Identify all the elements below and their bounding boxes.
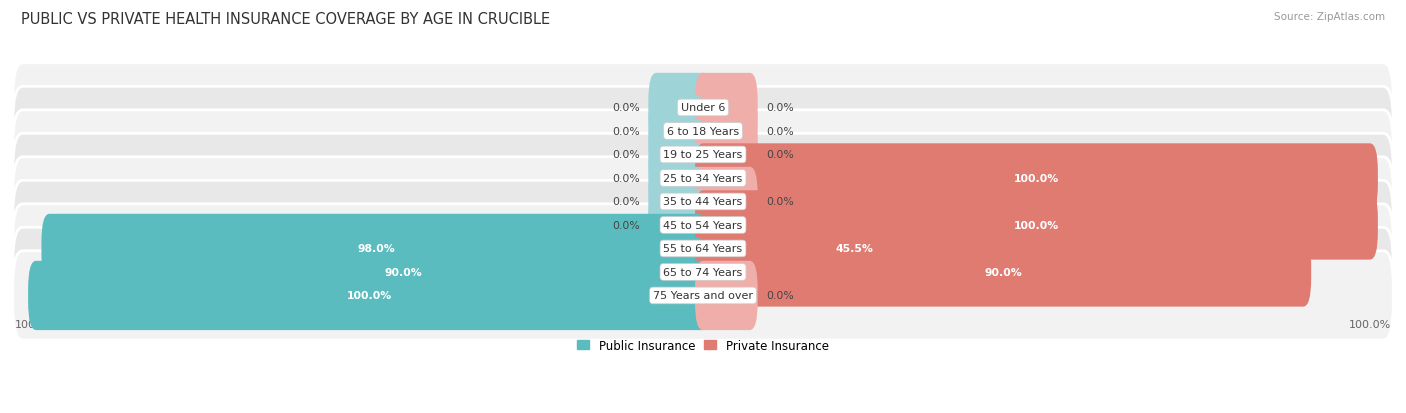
- Text: 0.0%: 0.0%: [612, 150, 640, 160]
- Text: 65 to 74 Years: 65 to 74 Years: [664, 267, 742, 277]
- Text: 0.0%: 0.0%: [766, 291, 794, 301]
- Text: 0.0%: 0.0%: [766, 197, 794, 207]
- Text: 0.0%: 0.0%: [612, 197, 640, 207]
- FancyBboxPatch shape: [13, 204, 1393, 293]
- FancyBboxPatch shape: [13, 134, 1393, 223]
- FancyBboxPatch shape: [13, 181, 1393, 270]
- FancyBboxPatch shape: [648, 121, 711, 190]
- Text: PUBLIC VS PRIVATE HEALTH INSURANCE COVERAGE BY AGE IN CRUCIBLE: PUBLIC VS PRIVATE HEALTH INSURANCE COVER…: [21, 12, 550, 27]
- Text: 100.0%: 100.0%: [1014, 173, 1059, 183]
- Text: 35 to 44 Years: 35 to 44 Years: [664, 197, 742, 207]
- FancyBboxPatch shape: [695, 238, 1312, 307]
- FancyBboxPatch shape: [648, 97, 711, 166]
- FancyBboxPatch shape: [13, 87, 1393, 176]
- Text: 100.0%: 100.0%: [347, 291, 392, 301]
- Text: 19 to 25 Years: 19 to 25 Years: [664, 150, 742, 160]
- Text: 0.0%: 0.0%: [612, 127, 640, 137]
- FancyBboxPatch shape: [648, 144, 711, 213]
- Text: 90.0%: 90.0%: [984, 267, 1022, 277]
- Text: 90.0%: 90.0%: [384, 267, 422, 277]
- FancyBboxPatch shape: [13, 251, 1393, 340]
- Text: Source: ZipAtlas.com: Source: ZipAtlas.com: [1274, 12, 1385, 22]
- Text: 98.0%: 98.0%: [357, 244, 395, 254]
- Text: 0.0%: 0.0%: [766, 150, 794, 160]
- Text: 100.0%: 100.0%: [1014, 221, 1059, 230]
- Text: 25 to 34 Years: 25 to 34 Years: [664, 173, 742, 183]
- FancyBboxPatch shape: [695, 191, 1378, 260]
- FancyBboxPatch shape: [28, 261, 711, 330]
- FancyBboxPatch shape: [648, 191, 711, 260]
- FancyBboxPatch shape: [695, 261, 758, 330]
- FancyBboxPatch shape: [695, 144, 1378, 213]
- Text: 55 to 64 Years: 55 to 64 Years: [664, 244, 742, 254]
- FancyBboxPatch shape: [695, 97, 758, 166]
- Text: 6 to 18 Years: 6 to 18 Years: [666, 127, 740, 137]
- Text: Under 6: Under 6: [681, 103, 725, 113]
- Text: 45 to 54 Years: 45 to 54 Years: [664, 221, 742, 230]
- Text: 0.0%: 0.0%: [766, 103, 794, 113]
- Text: 75 Years and over: 75 Years and over: [652, 291, 754, 301]
- FancyBboxPatch shape: [94, 238, 711, 307]
- FancyBboxPatch shape: [13, 64, 1393, 153]
- FancyBboxPatch shape: [695, 121, 758, 190]
- Text: 45.5%: 45.5%: [835, 244, 873, 254]
- FancyBboxPatch shape: [13, 157, 1393, 247]
- Text: 0.0%: 0.0%: [612, 103, 640, 113]
- FancyBboxPatch shape: [648, 74, 711, 143]
- Text: 0.0%: 0.0%: [612, 221, 640, 230]
- FancyBboxPatch shape: [695, 167, 758, 237]
- FancyBboxPatch shape: [41, 214, 711, 283]
- Text: 0.0%: 0.0%: [766, 127, 794, 137]
- FancyBboxPatch shape: [13, 111, 1393, 199]
- FancyBboxPatch shape: [13, 228, 1393, 317]
- FancyBboxPatch shape: [695, 74, 758, 143]
- Legend: Public Insurance, Private Insurance: Public Insurance, Private Insurance: [572, 334, 834, 356]
- FancyBboxPatch shape: [695, 214, 1015, 283]
- Text: 0.0%: 0.0%: [612, 173, 640, 183]
- FancyBboxPatch shape: [648, 167, 711, 237]
